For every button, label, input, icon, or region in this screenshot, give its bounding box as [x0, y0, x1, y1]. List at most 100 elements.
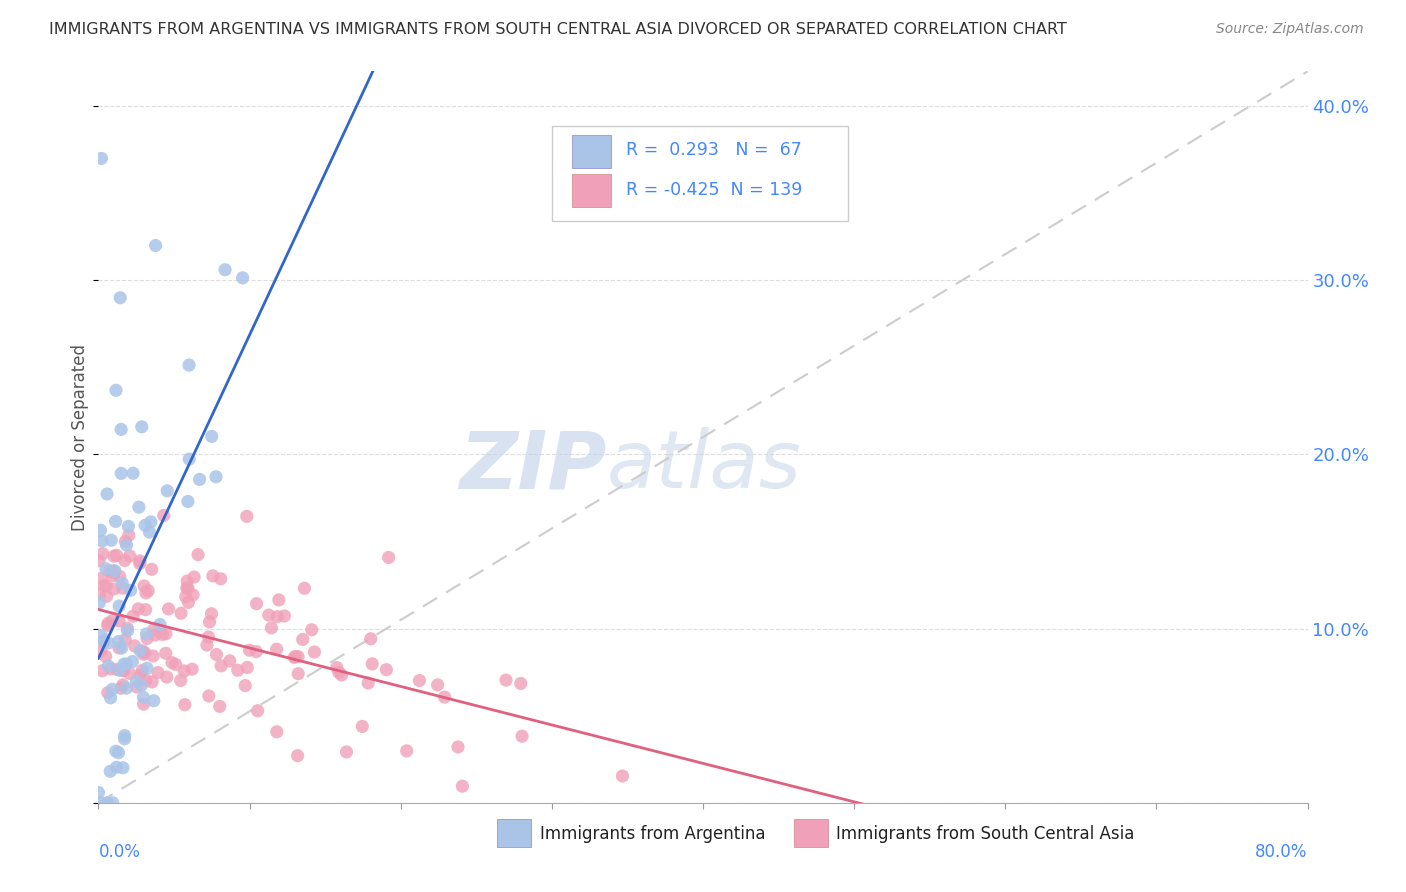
- Point: [117, 624, 139, 638]
- Point: [177, 358, 200, 372]
- Point: [93, 579, 115, 593]
- Point: [145, 238, 167, 252]
- Point: [267, 593, 290, 607]
- Point: [117, 519, 139, 533]
- Point: [107, 746, 129, 760]
- Point: [287, 649, 309, 664]
- Point: [105, 549, 128, 563]
- Point: [100, 533, 122, 548]
- Point: [110, 467, 132, 481]
- Point: [426, 678, 449, 692]
- Point: [110, 291, 132, 305]
- Point: [90, 152, 112, 166]
- Point: [108, 663, 131, 677]
- Point: [294, 581, 316, 595]
- Point: [104, 744, 127, 758]
- Point: [156, 483, 179, 498]
- Point: [118, 549, 141, 563]
- Point: [181, 662, 204, 676]
- Point: [101, 564, 124, 578]
- Point: [90, 571, 112, 585]
- Point: [152, 508, 174, 523]
- Point: [176, 574, 198, 588]
- Point: [214, 262, 236, 277]
- Point: [94, 562, 117, 576]
- Point: [155, 646, 177, 660]
- Point: [495, 673, 517, 687]
- Point: [135, 602, 157, 616]
- Point: [135, 586, 157, 600]
- FancyBboxPatch shape: [551, 126, 848, 221]
- Point: [260, 621, 283, 635]
- Point: [238, 643, 260, 657]
- Point: [304, 645, 326, 659]
- Point: [105, 760, 128, 774]
- Point: [328, 665, 350, 680]
- Point: [218, 654, 240, 668]
- Point: [377, 550, 399, 565]
- Point: [121, 655, 143, 669]
- Point: [408, 673, 430, 688]
- Point: [155, 627, 177, 641]
- Point: [266, 642, 288, 657]
- Point: [111, 576, 134, 591]
- Point: [103, 566, 125, 580]
- Point: [87, 786, 110, 800]
- Point: [209, 572, 232, 586]
- Point: [103, 549, 125, 564]
- Point: [284, 649, 307, 664]
- Point: [326, 660, 349, 674]
- Point: [132, 690, 155, 705]
- Point: [233, 679, 256, 693]
- Point: [447, 739, 470, 754]
- Point: [132, 579, 155, 593]
- Point: [273, 609, 295, 624]
- Point: [245, 645, 267, 659]
- Point: [90, 796, 112, 810]
- Point: [198, 615, 221, 629]
- Point: [357, 676, 380, 690]
- Point: [89, 596, 111, 610]
- Point: [205, 470, 228, 484]
- Point: [96, 589, 118, 603]
- Point: [127, 602, 149, 616]
- FancyBboxPatch shape: [572, 174, 612, 207]
- Point: [352, 719, 374, 733]
- FancyBboxPatch shape: [572, 135, 612, 168]
- Point: [181, 588, 204, 602]
- Text: Immigrants from South Central Asia: Immigrants from South Central Asia: [837, 824, 1135, 843]
- Point: [105, 384, 128, 398]
- Point: [139, 515, 162, 529]
- Point: [108, 599, 131, 613]
- Point: [138, 524, 160, 539]
- Point: [200, 607, 222, 621]
- Point: [141, 675, 163, 690]
- Point: [257, 608, 280, 623]
- Point: [510, 729, 533, 743]
- Point: [183, 570, 205, 584]
- Point: [509, 676, 531, 690]
- Point: [125, 674, 148, 689]
- Point: [375, 663, 398, 677]
- Point: [125, 680, 148, 694]
- Point: [195, 638, 218, 652]
- Point: [111, 581, 134, 595]
- Point: [131, 678, 153, 692]
- Point: [173, 664, 195, 678]
- Point: [149, 617, 172, 632]
- Point: [201, 429, 224, 443]
- Point: [100, 662, 122, 676]
- Point: [150, 627, 173, 641]
- Point: [114, 729, 136, 743]
- Point: [122, 467, 145, 481]
- Point: [174, 590, 197, 604]
- Point: [136, 632, 159, 646]
- Point: [170, 673, 193, 688]
- Point: [108, 640, 131, 655]
- Text: IMMIGRANTS FROM ARGENTINA VS IMMIGRANTS FROM SOUTH CENTRAL ASIA DIVORCED OR SEPA: IMMIGRANTS FROM ARGENTINA VS IMMIGRANTS …: [49, 22, 1067, 37]
- Point: [112, 657, 135, 672]
- Text: Source: ZipAtlas.com: Source: ZipAtlas.com: [1216, 22, 1364, 37]
- Point: [90, 644, 112, 658]
- Text: Immigrants from Argentina: Immigrants from Argentina: [540, 824, 765, 843]
- Point: [118, 528, 141, 542]
